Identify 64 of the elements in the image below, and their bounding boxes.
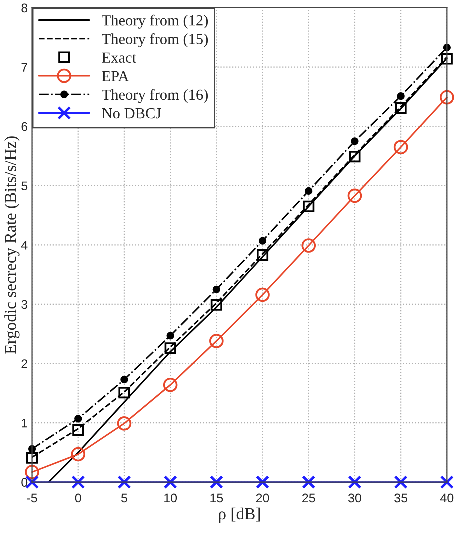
x-tick-label: 0 [75, 494, 82, 503]
y-axis-title: Ergodic secrecy Rate (Bits/s/Hz) [4, 136, 20, 354]
point [26, 452, 38, 464]
legend-label: Exact [102, 52, 136, 63]
y-tick-label: 3 [22, 300, 28, 310]
point [394, 140, 408, 154]
point [163, 378, 178, 392]
point [210, 334, 224, 348]
point [212, 286, 220, 294]
point [72, 476, 86, 490]
x-tick-label: 15 [210, 494, 224, 503]
y-tick-label: 6 [22, 122, 28, 132]
x-tick-label: 35 [394, 494, 408, 503]
point [117, 416, 132, 431]
y-tick-label: 1 [22, 419, 28, 428]
point [210, 476, 224, 490]
x-axis-title: ρ [dB] [219, 508, 260, 524]
y-tick-label: 4 [21, 241, 28, 250]
point [441, 53, 453, 65]
x-tick-label: 5 [121, 494, 128, 503]
point [303, 200, 315, 212]
x-tick-label: 20 [256, 494, 270, 503]
legend-label: Theory from (15) [102, 34, 208, 48]
point [256, 476, 270, 490]
point [71, 447, 86, 462]
y-tick-label: 0 [22, 478, 28, 488]
point [349, 151, 361, 163]
legend-label: No DBCJ [102, 108, 162, 119]
point [256, 288, 270, 302]
point [397, 92, 405, 100]
point [302, 238, 316, 253]
point [395, 102, 407, 114]
x-tick-label: 10 [164, 494, 178, 503]
point [210, 299, 222, 311]
point [72, 424, 84, 436]
legend-label: Theory from (12) [102, 14, 208, 29]
point [305, 187, 313, 196]
point [166, 332, 174, 340]
point [257, 249, 269, 262]
point [164, 476, 178, 490]
point [394, 476, 408, 490]
point [258, 237, 267, 245]
y-tick-label: 2 [22, 360, 28, 368]
point [25, 465, 40, 480]
point [118, 387, 130, 399]
point [164, 342, 176, 354]
point [120, 376, 128, 384]
y-tick-label: 8 [22, 4, 28, 13]
point [440, 476, 454, 490]
y-tick-label: 5 [22, 182, 28, 191]
legend-label: Theory from (16) [102, 89, 208, 104]
legend-label: EPA [102, 71, 130, 82]
x-tick-label: 25 [302, 494, 316, 503]
x-tick-label: 30 [348, 494, 362, 503]
x-tick-label: 40 [440, 494, 454, 503]
point [351, 138, 359, 146]
x-tick-label: -5 [27, 494, 38, 503]
point [302, 476, 316, 490]
y-tick-label: 7 [22, 63, 28, 72]
point [118, 476, 132, 490]
point [348, 188, 362, 204]
point [440, 90, 454, 105]
point [74, 415, 82, 423]
point [348, 476, 362, 490]
